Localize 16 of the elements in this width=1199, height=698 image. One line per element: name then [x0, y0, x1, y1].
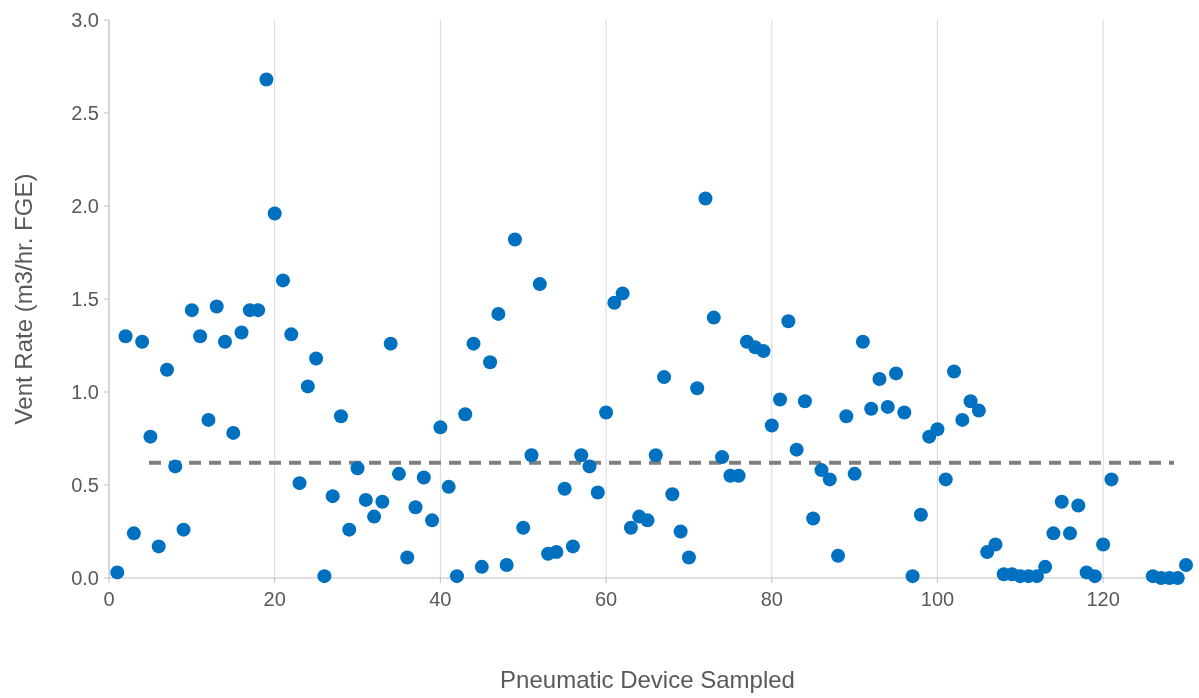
x-axis-title: Pneumatic Device Sampled — [500, 666, 795, 693]
x-tick-label: 80 — [760, 588, 783, 610]
y-tick-label: 0.0 — [71, 567, 99, 589]
y-tick-label: 0.5 — [71, 474, 99, 496]
x-tick-label: 100 — [920, 588, 955, 610]
y-tick-label: 2.0 — [71, 195, 99, 217]
x-tick-label: 120 — [1086, 588, 1120, 610]
y-tick-label: 2.5 — [71, 102, 99, 124]
x-tick-label: 60 — [594, 588, 618, 610]
y-axis-title: Vent Rate (m3/hr. FGE) — [10, 173, 37, 425]
y-tick-label: 1.0 — [71, 381, 99, 403]
x-tick-label: 20 — [263, 588, 286, 610]
x-tick-label: 0 — [103, 588, 115, 610]
y-tick-label: 3.0 — [71, 9, 99, 31]
y-tick-label: 1.5 — [71, 288, 99, 310]
x-tick-label: 40 — [429, 588, 452, 610]
